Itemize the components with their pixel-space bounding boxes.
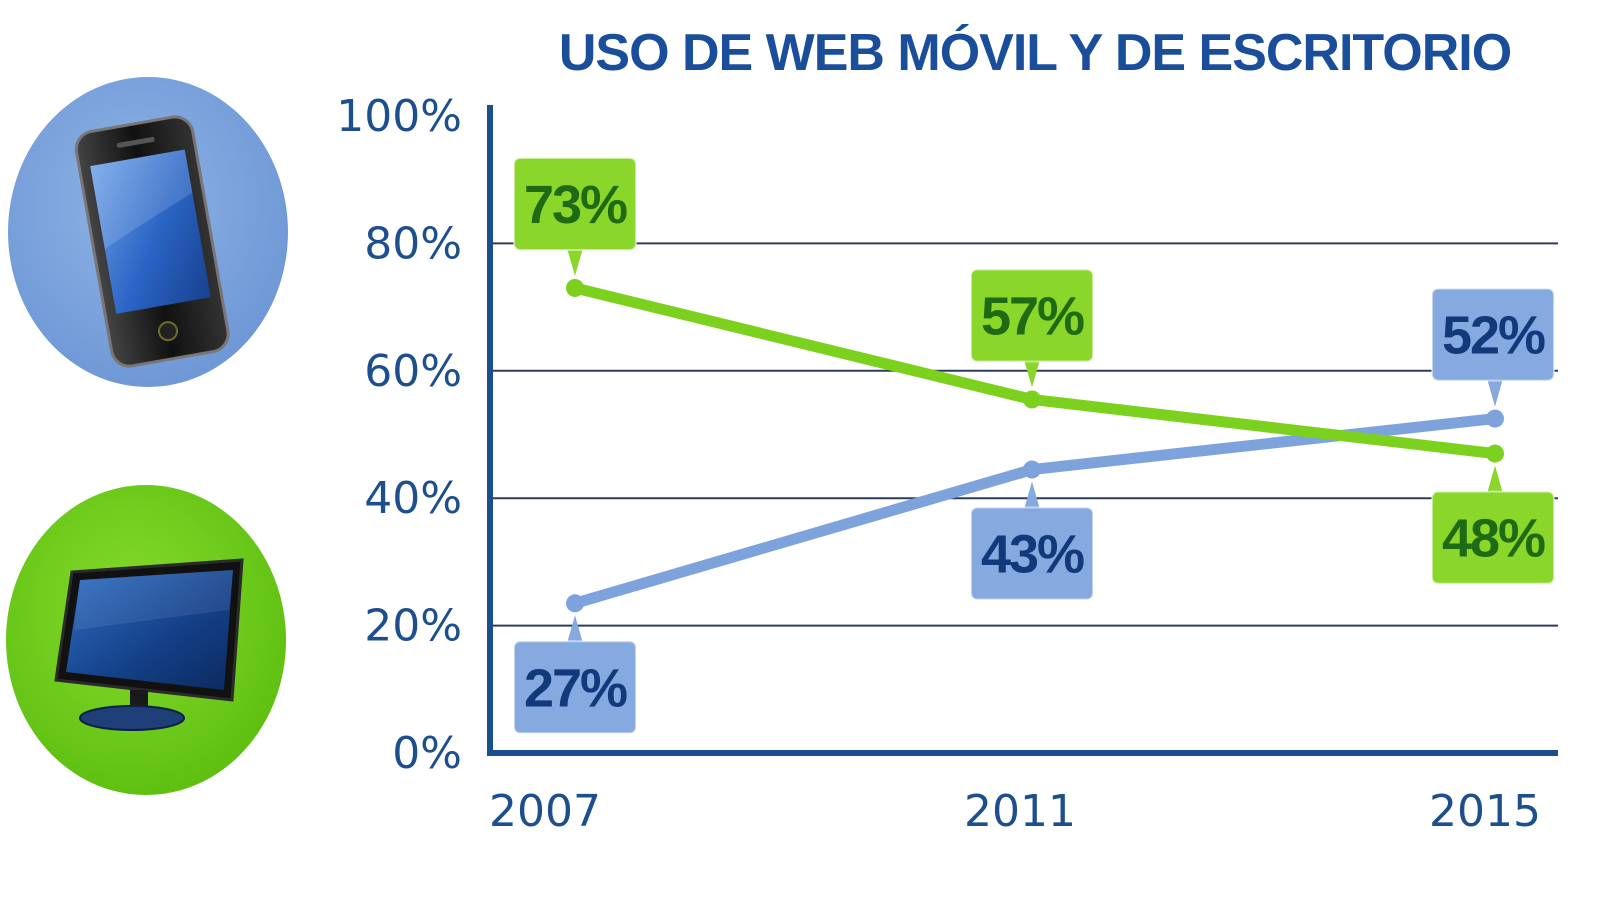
desktop-monitor-icon [6,485,286,795]
x-tick-label: 2007 [489,786,601,837]
data-point [1486,409,1504,428]
callout-box [1431,287,1555,382]
data-point [1023,390,1041,409]
callout-box [970,268,1094,363]
data-label-callout: 43% [970,481,1094,601]
callout-pointer [1024,359,1040,388]
data-label: 52% [1442,306,1545,366]
data-label: 73% [524,175,627,235]
grid-lines [490,242,1558,627]
callout-box [970,506,1094,601]
callout-box [513,156,637,251]
y-tick-label: 80% [364,218,462,269]
data-point [566,278,584,297]
data-point [1023,460,1041,479]
data-point [1486,444,1504,463]
data-label-callout: 27% [513,615,637,735]
callout-pointer [567,615,583,644]
data-label-callout: 52% [1431,287,1555,407]
y-tick-label: 0% [392,728,462,779]
data-label: 27% [524,658,627,718]
data-label: 57% [981,286,1084,346]
callout-box [1431,490,1555,585]
x-tick-label: 2015 [1429,786,1541,837]
y-tick-label: 60% [364,346,462,397]
x-tick-label: 2011 [964,786,1076,837]
monitor-screen [66,570,233,690]
y-tick-label: 100% [336,91,462,142]
data-label-callout: 73% [513,156,637,276]
callout-box [513,640,637,735]
data-label: 43% [981,525,1084,585]
callout-pointer [1487,378,1503,407]
callout-pointer [1487,465,1503,494]
data-label-callout: 48% [1431,465,1555,585]
monitor-base [79,705,185,731]
data-point [566,594,584,613]
data-label: 48% [1442,509,1545,569]
phone-screen [90,149,211,314]
callout-pointer [1024,481,1040,510]
y-tick-label: 40% [364,473,462,524]
callout-pointer [567,247,583,276]
phone-home-button [158,321,179,342]
smartphone-icon [8,77,288,387]
y-tick-label: 20% [364,601,462,652]
data-label-callout: 57% [970,268,1094,388]
chart-title: USO DE WEB MÓVIL Y DE ESCRITORIO [559,24,1511,82]
